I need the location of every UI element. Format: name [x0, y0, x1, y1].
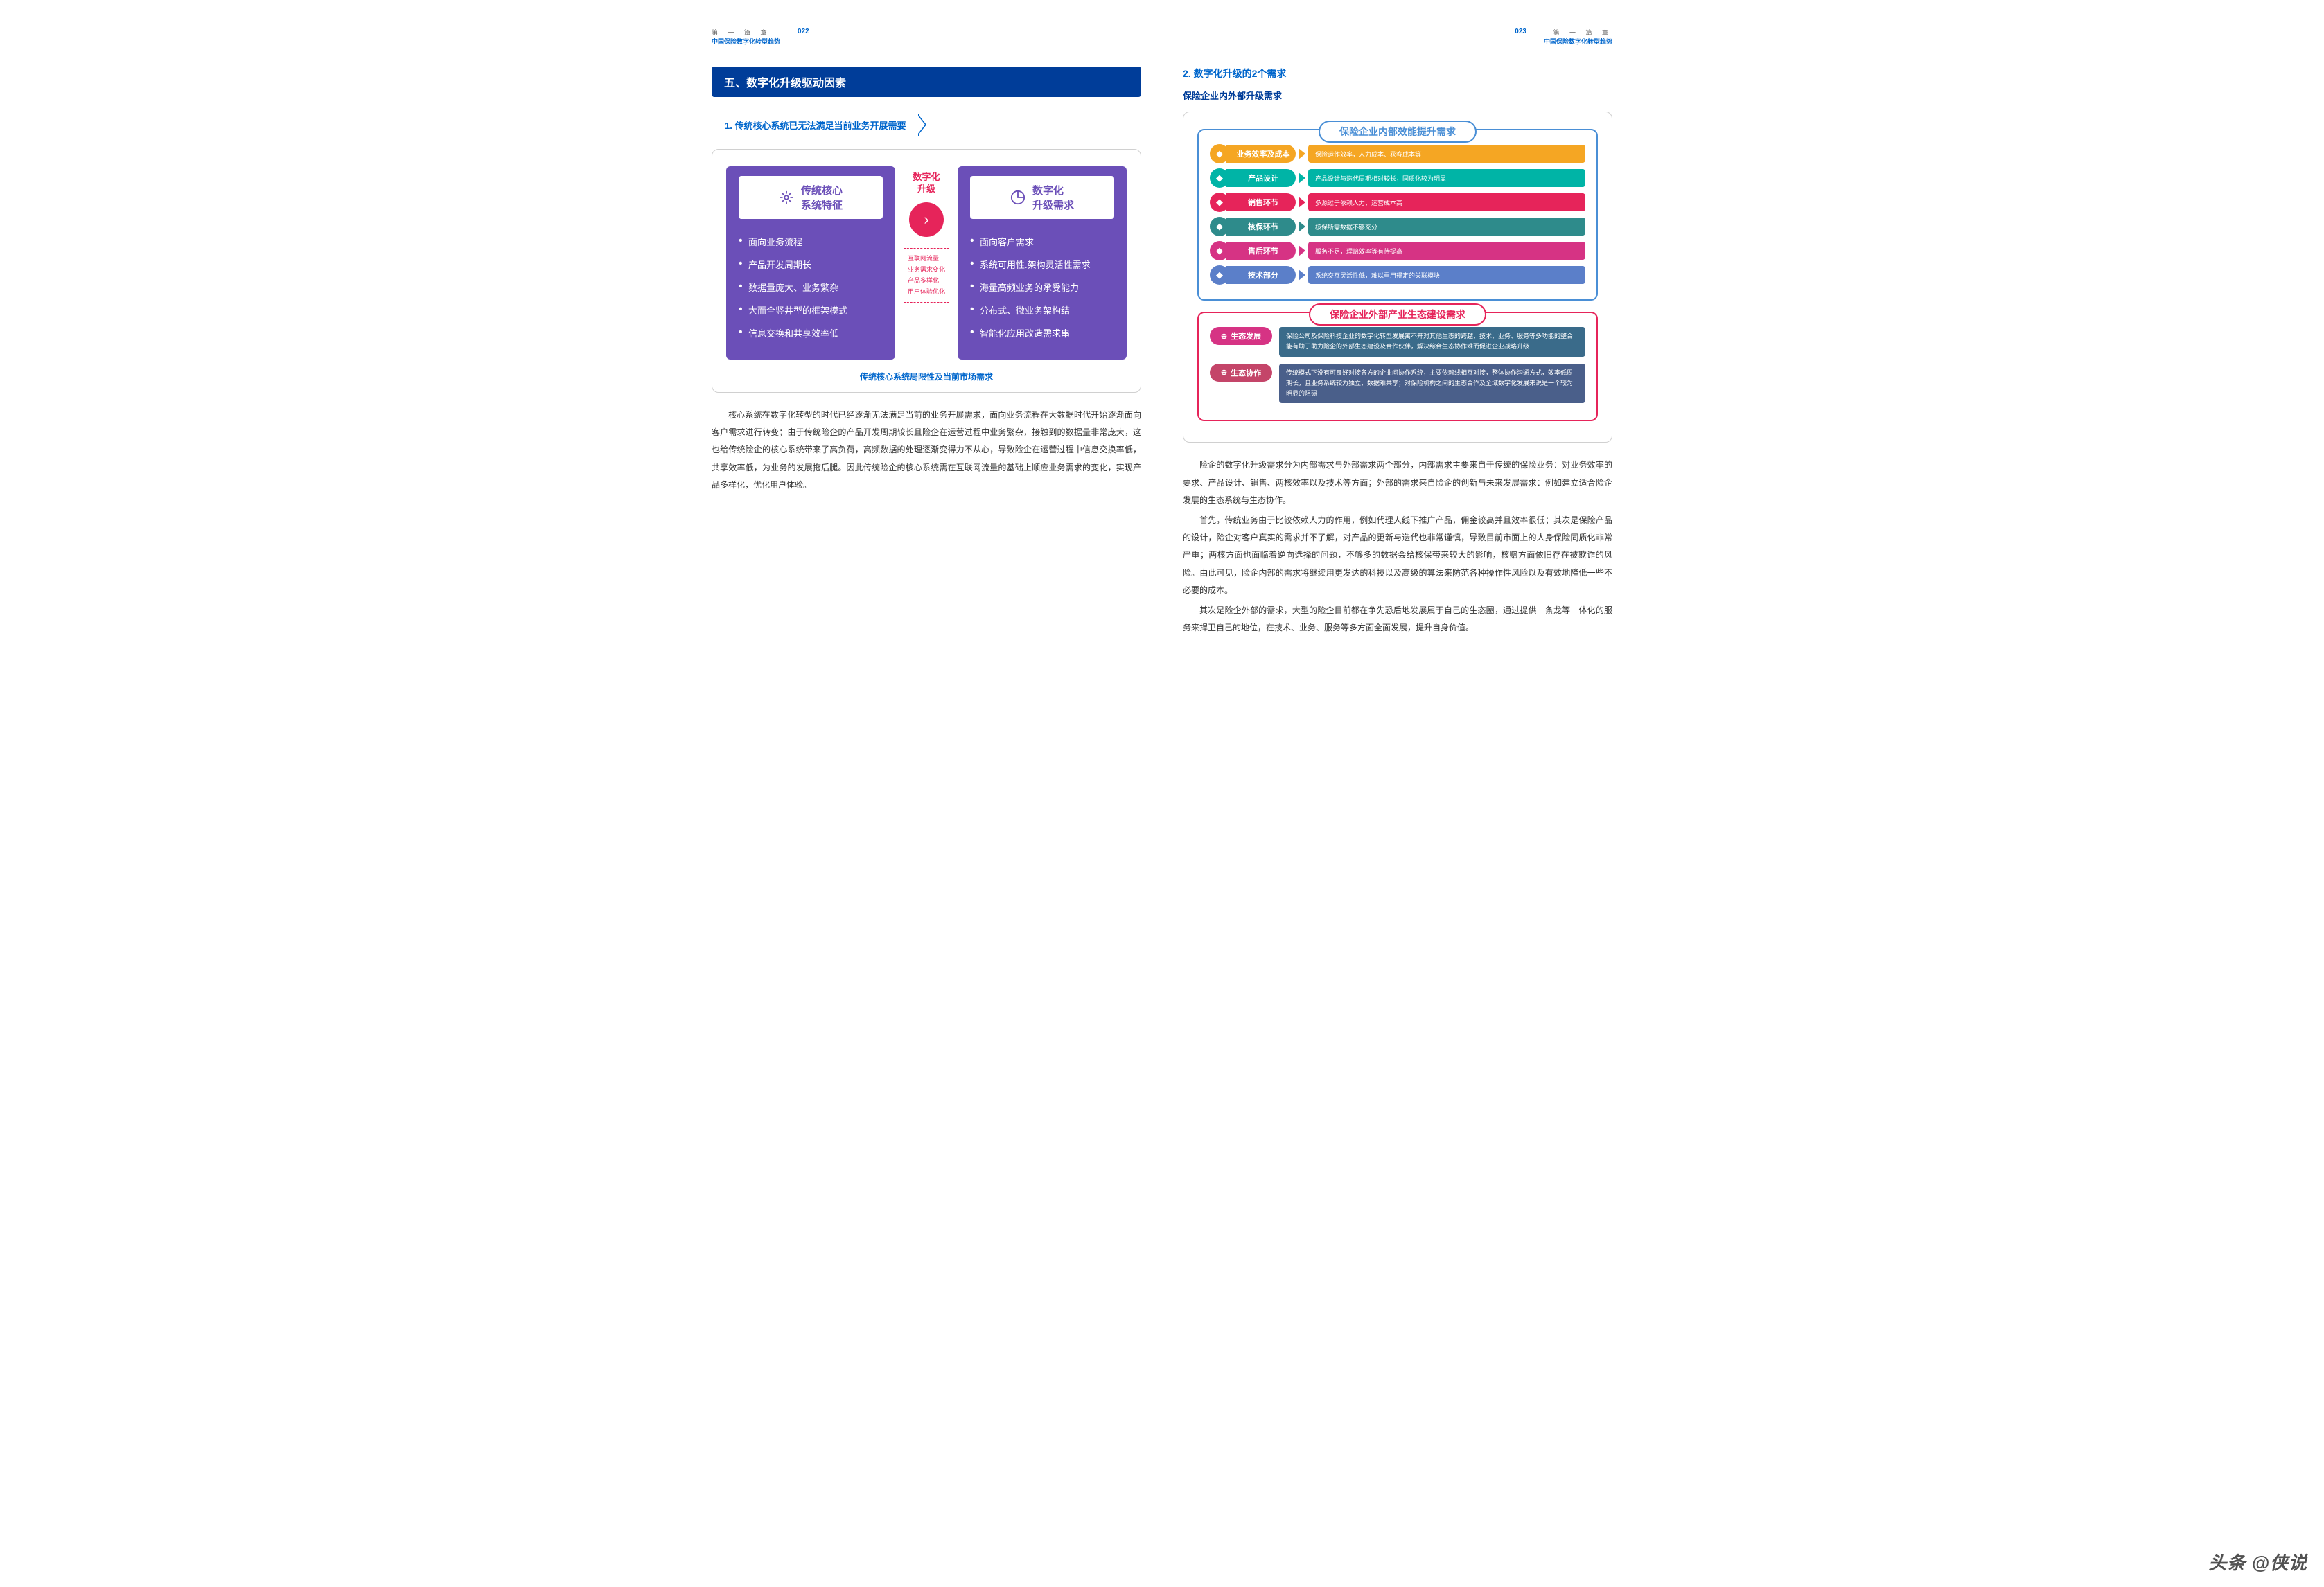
digital-list: 面向客户需求系统可用性.架构灵活性需求海量高频业务的承受能力分布式、微业务架构结… [970, 230, 1114, 344]
body-paragraph: 首先，传统业务由于比较依赖人力的作用，例如代理人线下推广产品，佣金较高并且效率很… [1183, 512, 1612, 599]
traditional-title-text: 传统核心 系统特征 [801, 183, 843, 212]
row-label: 核保环节 [1226, 218, 1296, 236]
middle-column: 数字化 升级 › 互联网流量业务需求变化产品多样化用户体验优化 [895, 166, 958, 360]
body-paragraph: 核心系统在数字化转型的时代已经逐渐无法满足当前的业务开展需求，面向业务流程在大数… [712, 407, 1141, 494]
page-number: 023 [1515, 28, 1526, 35]
tag-item: 用户体验优化 [908, 286, 945, 297]
row-label: 业务效率及成本 [1226, 145, 1296, 163]
digital-title-text: 数字化 升级需求 [1032, 183, 1074, 212]
digital-title: 数字化 升级需求 [970, 176, 1114, 219]
asterisk-icon [779, 190, 794, 205]
external-panel: 保险企业外部产业生态建设需求 ⊕生态发展 保险公司及保险科技企业的数字化转型发展… [1197, 312, 1598, 421]
diagram-card-2: 保险企业内部效能提升需求 ◆ 业务效率及成本 保险运作效率，人力成本、获客成本等… [1183, 112, 1612, 443]
row-label: 售后环节 [1226, 242, 1296, 260]
page-right: 023 第 一 篇 章 中国保险数字化转型趋势 2. 数字化升级的2个需求 保险… [1183, 28, 1612, 639]
eco-badge: ⊕生态协作 [1210, 364, 1272, 382]
watermark: 头条 @侠说 [2208, 1549, 2307, 1575]
row-desc: 多源过于依赖人力，运营成本高 [1308, 193, 1585, 211]
list-item: 系统可用性.架构灵活性需求 [970, 253, 1114, 276]
list-item: 大而全竖井型的框架模式 [739, 299, 883, 321]
chapter-title: 中国保险数字化转型趋势 [1544, 37, 1612, 46]
list-item: 分布式、微业务架构结 [970, 299, 1114, 321]
upgrade-label: 数字化 升级 [913, 172, 940, 195]
row-desc: 核保所需数据不够充分 [1308, 218, 1585, 236]
row-label: 销售环节 [1226, 193, 1296, 211]
row-label: 技术部分 [1226, 266, 1296, 284]
body-text-right: 险企的数字化升级需求分为内部需求与外部需求两个部分，内部需求主要来自于传统的保险… [1183, 456, 1612, 637]
diagram-card-1: 传统核心 系统特征 面向业务流程产品开发周期长数据量庞大、业务繁杂大而全竖井型的… [712, 149, 1141, 393]
section-banner: 五、数字化升级驱动因素 [712, 67, 1141, 97]
tag-item: 产品多样化 [908, 275, 945, 286]
row-arrow-icon [1299, 221, 1305, 232]
arrow-circle-icon: › [909, 202, 944, 237]
traditional-list: 面向业务流程产品开发周期长数据量庞大、业务繁杂大而全竖井型的框架模式信息交换和共… [739, 230, 883, 344]
eco-desc: 传统模式下没有可良好对接各方的企业间协作系统，主要依赖线相互对接，整体协作沟通方… [1279, 364, 1585, 404]
chapter-label: 第 一 篇 章 [712, 28, 780, 37]
external-panel-title: 保险企业外部产业生态建设需求 [1309, 303, 1486, 326]
requirement-row: ◆ 技术部分 系统交互灵活性低，难以重用得定的关联模块 [1210, 265, 1585, 285]
list-item: 产品开发周期长 [739, 253, 883, 276]
requirement-row: ◆ 核保环节 核保所需数据不够充分 [1210, 217, 1585, 236]
internal-panel: 保险企业内部效能提升需求 ◆ 业务效率及成本 保险运作效率，人力成本、获客成本等… [1197, 129, 1598, 301]
globe-icon: ⊕ [1221, 368, 1227, 377]
traditional-box: 传统核心 系统特征 面向业务流程产品开发周期长数据量庞大、业务繁杂大而全竖井型的… [726, 166, 895, 360]
body-paragraph: 险企的数字化升级需求分为内部需求与外部需求两个部分，内部需求主要来自于传统的保险… [1183, 456, 1612, 509]
diagram-caption: 传统核心系统局限性及当前市场需求 [726, 371, 1127, 382]
globe-icon: ⊕ [1221, 332, 1227, 341]
row-desc: 保险运作效率，人力成本、获客成本等 [1308, 145, 1585, 163]
sub-sub-heading: 保险企业内外部升级需求 [1183, 89, 1612, 102]
tag-item: 业务需求变化 [908, 264, 945, 275]
body-paragraph: 其次是险企外部的需求，大型的险企目前都在争先恐后地发展属于自己的生态圈，通过提供… [1183, 602, 1612, 637]
requirement-row: ◆ 业务效率及成本 保险运作效率，人力成本、获客成本等 [1210, 144, 1585, 163]
eco-badge: ⊕生态发展 [1210, 327, 1272, 345]
list-item: 海量高频业务的承受能力 [970, 276, 1114, 299]
list-item: 面向客户需求 [970, 230, 1114, 253]
row-arrow-icon [1299, 148, 1305, 159]
page-header-left: 第 一 篇 章 中国保险数字化转型趋势 022 [712, 28, 1141, 46]
eco-row: ⊕生态协作 传统模式下没有可良好对接各方的企业间协作系统，主要依赖线相互对接，整… [1210, 364, 1585, 404]
eco-desc: 保险公司及保险科技企业的数字化转型发展离不开对其他生态的跨越，技术、业务、服务等… [1279, 327, 1585, 357]
page-number: 022 [798, 28, 809, 35]
list-item: 智能化应用改造需求串 [970, 321, 1114, 344]
requirement-row: ◆ 售后环节 服务不足，理赔效率等有待提高 [1210, 241, 1585, 260]
list-item: 信息交换和共享效率低 [739, 321, 883, 344]
sub-heading-1: 1. 传统核心系统已无法满足当前业务开展需要 [712, 114, 919, 136]
row-arrow-icon [1299, 197, 1305, 208]
list-item: 面向业务流程 [739, 230, 883, 253]
sub-heading-2: 2. 数字化升级的2个需求 [1183, 67, 1612, 80]
tag-item: 互联网流量 [908, 253, 945, 264]
row-arrow-icon [1299, 172, 1305, 184]
page-header-right: 023 第 一 篇 章 中国保险数字化转型趋势 [1183, 28, 1612, 46]
middle-tags: 互联网流量业务需求变化产品多样化用户体验优化 [904, 248, 949, 303]
chapter-label: 第 一 篇 章 [1544, 28, 1612, 37]
row-label: 产品设计 [1226, 169, 1296, 187]
row-arrow-icon [1299, 269, 1305, 281]
pie-icon [1010, 190, 1025, 205]
page-left: 第 一 篇 章 中国保险数字化转型趋势 022 五、数字化升级驱动因素 1. 传… [712, 28, 1141, 639]
internal-panel-title: 保险企业内部效能提升需求 [1319, 121, 1477, 143]
row-arrow-icon [1299, 245, 1305, 256]
digital-box: 数字化 升级需求 面向客户需求系统可用性.架构灵活性需求海量高频业务的承受能力分… [958, 166, 1127, 360]
chapter-title: 中国保险数字化转型趋势 [712, 37, 780, 46]
list-item: 数据量庞大、业务繁杂 [739, 276, 883, 299]
row-desc: 服务不足，理赔效率等有待提高 [1308, 242, 1585, 260]
requirement-row: ◆ 产品设计 产品设计与迭代周期相对较长，同质化较为明显 [1210, 168, 1585, 188]
diagram-comparison: 传统核心 系统特征 面向业务流程产品开发周期长数据量庞大、业务繁杂大而全竖井型的… [726, 166, 1127, 360]
body-text-left: 核心系统在数字化转型的时代已经逐渐无法满足当前的业务开展需求，面向业务流程在大数… [712, 407, 1141, 494]
row-desc: 系统交互灵活性低，难以重用得定的关联模块 [1308, 266, 1585, 284]
traditional-title: 传统核心 系统特征 [739, 176, 883, 219]
requirement-row: ◆ 销售环节 多源过于依赖人力，运营成本高 [1210, 193, 1585, 212]
eco-row: ⊕生态发展 保险公司及保险科技企业的数字化转型发展离不开对其他生态的跨越，技术、… [1210, 327, 1585, 357]
row-desc: 产品设计与迭代周期相对较长，同质化较为明显 [1308, 169, 1585, 187]
